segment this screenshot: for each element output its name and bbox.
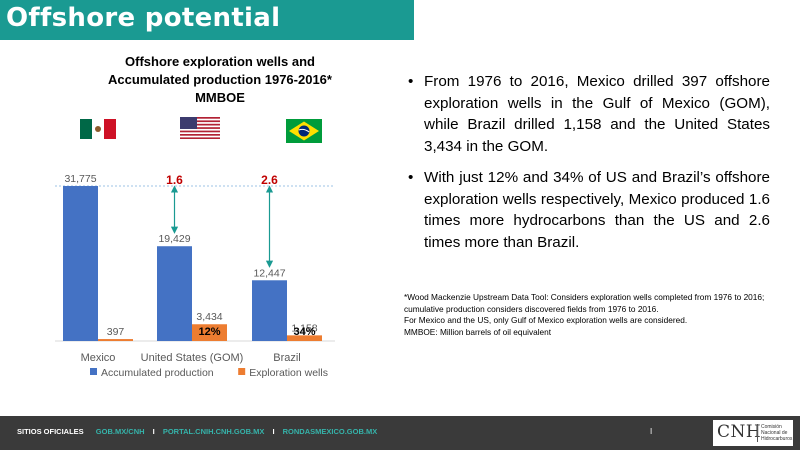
data-label: 3,434 (196, 311, 222, 323)
cnh-logo: CNH Comisión Nacional de Hidrocarburos (713, 420, 793, 446)
x-tick-label: United States (GOM) (141, 352, 244, 364)
chart-title-line: MMBOE (195, 90, 245, 105)
footnote-unit: MMBOE: Million barrels of oil equivalent (404, 326, 552, 337)
bullet-item: • From 1976 to 2016, Mexico drilled 397 o… (408, 71, 770, 157)
bullet-item: • With just 12% and 34% of US and Brazil’… (408, 167, 770, 253)
production-bar (157, 246, 192, 341)
footer-separator: I (272, 427, 275, 436)
footer-separator: I (152, 427, 155, 436)
production-bar (252, 280, 287, 341)
footer-link-gob[interactable]: GOB.MX/CNH (95, 427, 145, 436)
data-label: 1,158 (291, 322, 317, 334)
data-label: 31,775 (64, 173, 96, 185)
x-tick-label: Brazil (273, 352, 301, 364)
legend-label: Accumulated production (101, 367, 214, 379)
mexico-flag-icon (80, 119, 116, 139)
footer-separator: I (650, 427, 653, 436)
bullet-list: • From 1976 to 2016, Mexico drilled 397 o… (408, 71, 770, 263)
chart-title: Offshore exploration wells and Accumulat… (60, 53, 380, 107)
chart-title-line: Offshore exploration wells and (125, 54, 315, 69)
data-label: 397 (107, 326, 125, 338)
logo-subtitle: Comisión Nacional de Hidrocarburos (761, 424, 793, 442)
wells-bar (192, 324, 227, 341)
bar-chart: 31,775 397 Mexico 19,429 3,434 United States … (55, 173, 335, 379)
share-label: 34% (293, 326, 315, 338)
legend-swatch (238, 368, 246, 375)
ratio-label: 1.6 (166, 173, 183, 187)
logo-text: CNH (717, 422, 762, 442)
chart-title-line: Accumulated production 1976-2016* (108, 72, 332, 87)
logo-divider (757, 424, 758, 442)
wells-bar (287, 335, 322, 341)
ratio-label: 2.6 (261, 173, 278, 187)
footer-links: SITIOS OFICIALES GOB.MX/CNH I PORTAL.CNI… (17, 427, 377, 436)
footer-link-portal[interactable]: PORTAL.CNIH.CNH.GOB.MX (162, 427, 265, 436)
footer-label: SITIOS OFICIALES (17, 427, 84, 436)
share-label: 12% (198, 326, 220, 338)
legend-swatch (90, 368, 97, 375)
header-bar: Offshore potential (0, 0, 414, 40)
x-tick-label: Mexico (81, 352, 116, 364)
production-bar (63, 186, 98, 341)
footer-link-rondas[interactable]: RONDASMEXICO.GOB.MX (282, 427, 378, 436)
usa-flag-icon (180, 117, 220, 139)
footer-bar: SITIOS OFICIALES GOB.MX/CNH I PORTAL.CNI… (0, 416, 800, 450)
footnote-scope: For Mexico and the US, only Gulf of Mexi… (404, 315, 688, 325)
data-label: 12,447 (253, 267, 285, 279)
bullet-text: From 1976 to 2016, Mexico drilled 397 of… (424, 73, 770, 155)
bullet-dot: • (408, 73, 414, 90)
data-label: 19,429 (158, 233, 190, 245)
bullet-dot: • (408, 169, 414, 186)
footnote: *Wood Mackenzie Upstream Data Tool: Cons… (404, 292, 776, 338)
page-title: Offshore potential (6, 3, 281, 33)
bullet-text: With just 12% and 34% of US and Brazil’s… (424, 169, 770, 251)
wells-bar (98, 339, 133, 341)
footnote-source: *Wood Mackenzie Upstream Data Tool: Cons… (404, 292, 765, 314)
brazil-flag-icon (286, 119, 322, 143)
legend-label: Exploration wells (249, 367, 328, 379)
